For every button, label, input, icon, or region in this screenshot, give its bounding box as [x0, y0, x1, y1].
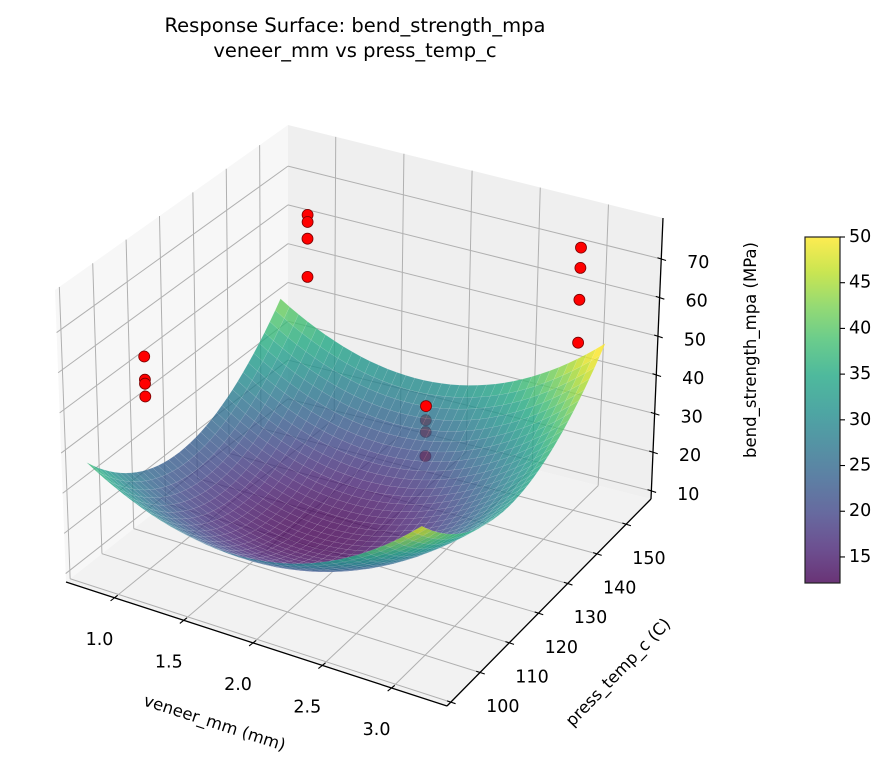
- z-tick: [650, 411, 660, 416]
- z-tick-label: 50: [684, 330, 706, 350]
- z-tick: [657, 257, 667, 262]
- colorbar-tick-label: 30: [849, 410, 871, 430]
- x-tick-label: 1.5: [155, 652, 183, 672]
- left-pane: [55, 125, 288, 582]
- scatter-point: [301, 270, 314, 283]
- colorbar-tick-label: 25: [849, 456, 871, 476]
- floor-gridline: [133, 528, 510, 644]
- y-tick: [476, 670, 485, 675]
- z-tick-label: 20: [679, 446, 701, 466]
- surface-facet: [453, 531, 468, 539]
- scatter-point: [301, 216, 314, 228]
- x-tick: [110, 594, 118, 602]
- floor-gridline: [69, 578, 451, 703]
- scatter-point: [573, 293, 586, 306]
- left-gridline: [56, 165, 289, 333]
- scatter-point: [575, 241, 587, 254]
- x-tick-label: 2.0: [224, 675, 252, 695]
- z-tick-label: 30: [680, 408, 702, 428]
- chart-title: Response Surface: bend_strength_mpa: [165, 14, 546, 37]
- scatter-point: [574, 261, 587, 274]
- y-tick: [622, 522, 632, 527]
- x-tick: [248, 639, 257, 647]
- surface-facet: [412, 525, 428, 535]
- scatter-point: [139, 377, 151, 390]
- z-tick-label: 10: [677, 485, 699, 505]
- y-tick: [505, 641, 515, 645]
- left-gridline: [59, 243, 289, 414]
- x-tick-label: 3.0: [363, 720, 391, 740]
- scatter-point: [301, 232, 314, 245]
- z-axis-label: bend_strength_mpa (MPa): [741, 242, 761, 458]
- y-tick: [446, 700, 456, 705]
- z-tick: [655, 295, 665, 300]
- response-surface: [86, 298, 606, 573]
- chart-subtitle: veneer_mm vs press_temp_c: [213, 39, 496, 62]
- scatter-point: [420, 400, 432, 413]
- floor-gridline: [391, 485, 599, 689]
- y-tick-label: 140: [603, 579, 636, 599]
- back-gridline: [287, 204, 660, 299]
- left-gridline: [62, 320, 289, 494]
- surface-facet: [498, 502, 513, 514]
- colorbar-tick-label: 20: [849, 501, 871, 521]
- z-tick: [647, 489, 657, 493]
- y-tick: [534, 611, 544, 616]
- surface-facet: [488, 512, 503, 522]
- x-tick: [179, 617, 188, 624]
- y-tick-label: 110: [515, 668, 548, 688]
- scatter-points: [138, 208, 587, 413]
- back-gridline: [287, 243, 659, 337]
- z-tick: [652, 373, 662, 377]
- scatter-point: [138, 350, 151, 363]
- z-tick-label: 70: [687, 253, 709, 273]
- left-gridline: [57, 204, 289, 374]
- floor-gridline: [101, 553, 481, 673]
- z-tick: [649, 450, 658, 455]
- x-tick: [387, 685, 396, 692]
- colorbar: 15 20 25 30 35 40 45 50: [804, 227, 871, 584]
- surface-facet: [553, 420, 570, 437]
- z-tick-label: 60: [685, 292, 707, 312]
- y-tick-label: 130: [574, 608, 607, 628]
- surface-facet: [503, 497, 518, 509]
- x-tick: [318, 662, 326, 669]
- y-axis-label: press_temp_c (C): [562, 614, 675, 730]
- y-tick-label: 150: [632, 549, 665, 569]
- x-axis-label: veneer_mm (mm): [141, 691, 288, 756]
- colorbar-tick-label: 50: [849, 227, 871, 247]
- scatter-point: [572, 336, 584, 349]
- y-tick: [592, 552, 602, 556]
- colorbar-tick-label: 15: [849, 547, 871, 567]
- y-tick-label: 120: [545, 638, 578, 658]
- z-tick: [653, 334, 663, 339]
- surface-facet: [483, 516, 498, 526]
- colorbar-tick-label: 40: [849, 318, 871, 338]
- x-axis-line: [65, 581, 448, 707]
- left-gridline: [60, 282, 289, 454]
- colorbar-gradient: [804, 236, 841, 584]
- x-tick-label: 2.5: [293, 697, 321, 717]
- scatter-point: [139, 390, 152, 403]
- colorbar-tick-label: 45: [849, 273, 871, 293]
- surface-facet: [543, 439, 559, 454]
- back-gridline: [287, 165, 662, 260]
- y-tick: [563, 581, 573, 586]
- y-tick-label: 100: [486, 697, 519, 717]
- colorbar-tick-label: 35: [849, 364, 871, 384]
- x-tick-label: 1.0: [86, 630, 114, 650]
- tick-labels: 1.0 1.5 2.0 2.5 3.0 100 110 120 130 140 150 10 20 30 4…: [86, 253, 710, 740]
- y-axis-line: [446, 498, 652, 707]
- back-gridline: [287, 320, 655, 415]
- z-tick-label: 40: [682, 369, 704, 389]
